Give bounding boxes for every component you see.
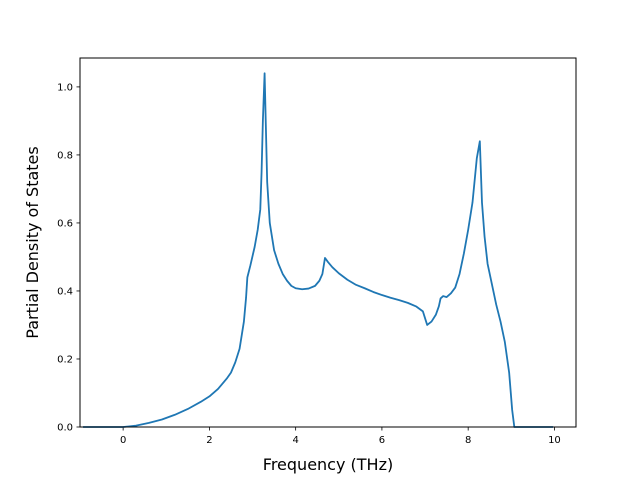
y-tick-label: 1.0 (57, 82, 73, 93)
x-tick-label: 4 (292, 435, 298, 446)
y-tick-label: 0.8 (57, 150, 73, 161)
y-axis-ticks: 0.0 0.2 0.4 0.6 0.8 1.0 (57, 82, 80, 434)
x-tick-label: 6 (379, 435, 385, 446)
plot-frame (79, 57, 577, 428)
x-tick-label: 2 (206, 435, 212, 446)
x-axis-ticks: 0 2 4 6 8 10 (120, 427, 561, 446)
x-tick-label: 0 (120, 435, 126, 446)
x-tick-label: 10 (548, 435, 561, 446)
y-tick-label: 0.2 (57, 354, 73, 365)
x-tick-label: 8 (465, 435, 471, 446)
y-tick-label: 0.4 (57, 286, 73, 297)
x-axis-label: Frequency (THz) (263, 455, 393, 474)
y-axis-label: Partial Density of States (23, 146, 42, 338)
y-tick-label: 0.0 (57, 423, 73, 434)
series-group (83, 72, 554, 428)
pdos-line (83, 72, 554, 428)
y-tick-label: 0.6 (57, 218, 73, 229)
